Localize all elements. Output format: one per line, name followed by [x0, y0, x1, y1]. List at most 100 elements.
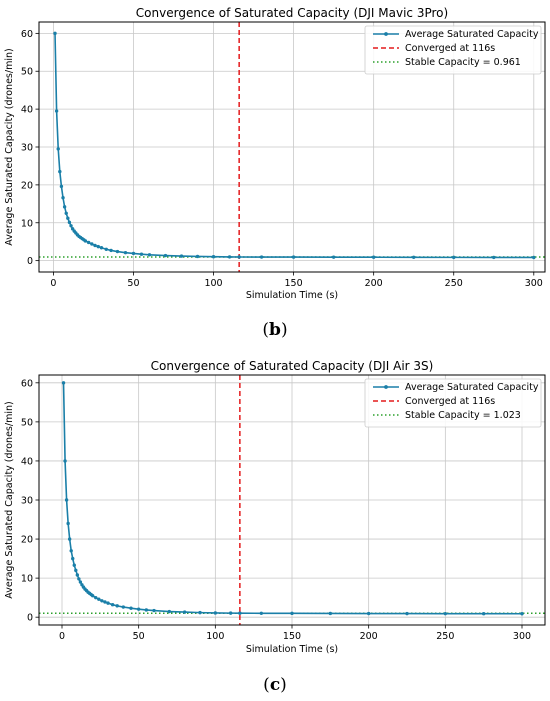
plot-frame: [38, 21, 546, 273]
data-point: [443, 611, 448, 616]
panel-letter-value: c: [270, 675, 280, 695]
x-tick-label: 100: [206, 631, 224, 642]
legend-stable-label: Stable Capacity = 0.961: [405, 57, 521, 68]
x-tick-label: 150: [285, 278, 303, 289]
data-point: [115, 249, 120, 254]
data-point: [75, 573, 80, 577]
x-tick-label: 150: [283, 631, 301, 642]
data-point: [71, 556, 75, 561]
data-point: [259, 611, 264, 615]
chart-panel-c: Convergence of Saturated Capacity (DJI A…: [4, 359, 546, 695]
data-point: [198, 610, 202, 615]
plot-frame: [38, 374, 546, 626]
data-point: [371, 255, 376, 259]
data-point: [163, 253, 168, 258]
x-tick-label: 300: [513, 631, 531, 642]
x-tick-label: 100: [204, 278, 222, 289]
y-axis-label: Average Saturated Capacity (drones/min): [4, 48, 15, 245]
data-point: [115, 604, 119, 608]
data-point: [90, 594, 95, 598]
data-point: [121, 605, 126, 609]
legend-converged-label: Converged at 116s: [405, 396, 495, 407]
data-point: [213, 611, 218, 615]
data-point: [106, 601, 110, 605]
x-tick-label: 200: [365, 278, 383, 289]
panel-letter-value: b: [269, 320, 281, 340]
legend-stable-label: Stable Capacity = 1.023: [405, 410, 521, 421]
y-tick-label: 40: [21, 105, 33, 116]
legend-series-label: Average Saturated Capacity: [405, 382, 539, 393]
data-point: [211, 255, 216, 259]
x-tick-label: 300: [525, 278, 543, 289]
data-point: [366, 611, 371, 616]
legend: Average Saturated Capacity Converged at 1…: [364, 25, 542, 75]
x-axis-label: Simulation Time (s): [246, 644, 338, 655]
data-point: [63, 459, 67, 463]
data-point: [291, 255, 296, 259]
x-tick-label: 0: [50, 278, 56, 289]
data-point: [67, 220, 72, 225]
data-point: [259, 255, 264, 259]
y-tick-label: 60: [21, 378, 33, 389]
data-point: [56, 147, 60, 151]
data-point: [66, 521, 70, 526]
legend: Average Saturated Capacity Converged at 1…: [364, 378, 542, 428]
data-point: [90, 242, 94, 246]
y-tick-label: 10: [21, 218, 33, 229]
data-point: [492, 255, 496, 260]
data-point: [452, 255, 456, 260]
data-point: [147, 253, 152, 257]
data-point: [131, 251, 136, 256]
y-tick-label: 20: [21, 180, 33, 191]
legend-series-marker: [384, 385, 388, 389]
x-tick-label: 200: [360, 631, 378, 642]
x-tick-label: 50: [133, 631, 145, 642]
panel-letter: (c): [263, 675, 287, 695]
data-point: [331, 255, 336, 259]
legend-box: [364, 378, 542, 428]
data-point: [139, 252, 144, 256]
x-axis-label: Simulation Time (s): [246, 290, 338, 301]
data-point: [72, 563, 76, 567]
chart-title: Convergence of Saturated Capacity (DJI M…: [136, 6, 448, 20]
y-tick-label: 10: [21, 574, 33, 585]
data-point: [59, 184, 64, 189]
y-tick-label: 0: [27, 256, 33, 267]
data-point: [109, 248, 113, 253]
data-point: [103, 600, 107, 604]
data-point: [62, 205, 67, 209]
data-point: [69, 549, 73, 553]
data-point: [481, 612, 486, 616]
data-point: [290, 611, 294, 616]
y-tick-label: 60: [21, 29, 33, 40]
legend-converged-label: Converged at 116s: [405, 43, 495, 54]
data-point: [228, 611, 233, 615]
data-point: [61, 196, 65, 200]
data-point: [100, 599, 104, 603]
y-tick-label: 40: [21, 456, 33, 467]
data-point: [94, 595, 98, 600]
data-point: [74, 568, 78, 573]
data-point: [123, 250, 128, 255]
x-tick-label: 0: [59, 631, 65, 642]
legend-box: [364, 25, 542, 75]
y-tick-label: 50: [21, 67, 33, 78]
data-point: [58, 169, 62, 174]
data-point: [152, 608, 156, 613]
data-point: [69, 224, 73, 228]
data-point: [227, 255, 232, 259]
data-point: [405, 611, 409, 616]
data-point: [67, 537, 72, 541]
legend-series-marker: [384, 32, 388, 36]
x-tick-label: 250: [445, 278, 463, 289]
x-tick-label: 50: [127, 278, 139, 289]
y-tick-label: 30: [21, 143, 33, 154]
y-axis-label: Average Saturated Capacity (drones/min): [4, 401, 15, 598]
y-tick-label: 50: [21, 417, 33, 428]
x-tick-label: 250: [436, 631, 454, 642]
legend-series-label: Average Saturated Capacity: [405, 29, 539, 40]
grid-lines: [39, 375, 545, 625]
chart-title: Convergence of Saturated Capacity (DJI A…: [151, 359, 434, 373]
data-point: [238, 611, 242, 615]
